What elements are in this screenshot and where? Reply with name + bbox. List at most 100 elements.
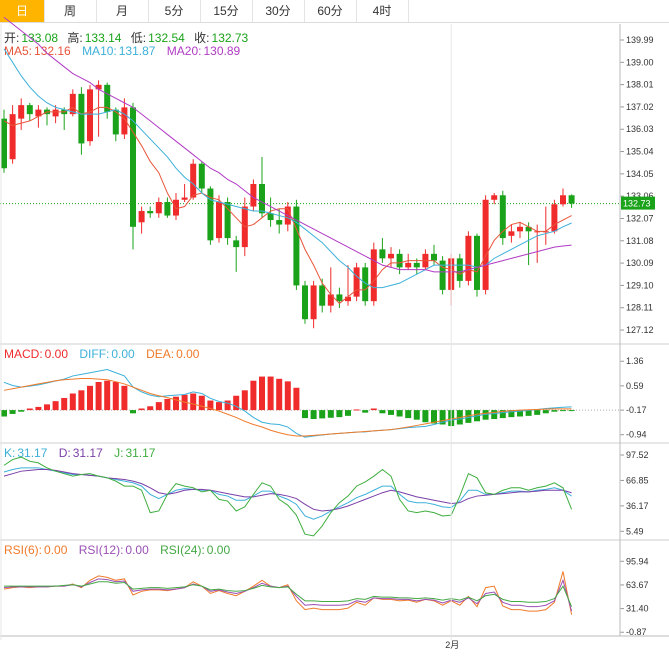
d-label: D: [58,446,71,460]
price-tick-label: 133.06 [626,191,654,201]
candle-body [69,93,76,115]
candle-body [112,109,119,135]
candle-body [267,213,274,221]
rsi-readout: RSI(6): 0.00 RSI(12): 0.00 RSI(24): 0.00 [4,543,232,557]
candle-body [302,285,308,320]
candle-body [276,220,283,225]
candle-body [336,294,343,302]
rsi6-line [3,571,573,615]
macd-bar [1,410,7,417]
macd-bar [18,410,25,412]
rsi6-value: 0.00 [44,543,68,557]
ma5-value: 132.16 [34,44,71,58]
macd-tick-label: -0.17 [626,405,647,415]
macd-bar [52,401,59,411]
macd-bar [216,402,222,411]
tab-3[interactable]: 5分 [148,0,201,22]
macd-readout: MACD: 0.00 DIFF: 0.00 DEA: 0.00 [4,347,201,361]
last-price-tag-text: 132.73 [623,199,651,209]
ma10-value: 131.87 [118,44,156,58]
candle-body [121,107,128,135]
candle-body [310,285,317,320]
macd-bar [353,409,360,411]
ma20-value: 130.89 [203,44,241,58]
price-tick-label: 129.10 [626,280,654,290]
candle-body [568,195,575,204]
tab-0[interactable]: 日 [0,0,45,22]
candle-body [216,202,222,239]
macd-bar [525,410,532,416]
macd-bar [87,385,93,411]
close-label: 收: [194,31,210,45]
tab-6[interactable]: 60分 [304,0,357,22]
candle-body [130,107,136,227]
candle-body [405,262,412,268]
tab-2[interactable]: 月 [96,0,149,22]
macd-bar [551,410,558,412]
candle-body [551,204,558,232]
dea-value: 0.00 [176,347,200,361]
macd-bar [35,406,42,411]
rsi24-value: 0.00 [206,543,231,557]
macd-bar [130,410,136,414]
candle-body [474,235,480,290]
tab-5[interactable]: 30分 [252,0,305,22]
macd-bar [104,380,111,411]
k-label: K: [4,446,16,460]
rsi24-label: RSI(24): [160,543,205,557]
macd-bar [534,410,541,415]
macd-bar [327,410,334,418]
candle-body [9,114,16,160]
candle-body [138,211,145,223]
price-tick-label: 138.01 [626,80,654,90]
price-tick-label: 137.02 [626,102,654,112]
candle-body [362,267,369,302]
candle-body [35,109,42,117]
candle-body [456,258,463,281]
kdj-tick-label: 97.52 [626,450,649,460]
macd-bar [482,410,489,420]
price-tick-label: 128.11 [626,303,653,313]
tab-1[interactable]: 周 [44,0,97,22]
j-label: J: [114,446,124,460]
candle-body [439,260,446,290]
candle-body [95,84,102,90]
rsi6-label: RSI(6): [4,543,43,557]
rsi12-label: RSI(12): [78,543,124,557]
tab-4[interactable]: 15分 [200,0,253,22]
price-tick-label: 127.12 [626,325,654,335]
candle-body [224,202,231,239]
macd-bar [370,408,377,411]
macd-bar [362,410,369,413]
candle-body [259,184,265,214]
macd-bar [302,410,308,419]
k-value: 31.17 [17,446,48,460]
macd-bar [422,410,429,423]
macd-bar [147,406,154,411]
macd-bar [388,410,394,415]
macd-bar [9,410,16,414]
candle-body [525,226,532,232]
diff-value: 0.00 [111,347,135,361]
candle-body [560,195,566,205]
dea-label: DEA: [146,347,175,361]
tab-7[interactable]: 4时 [356,0,409,22]
macd-bar [224,400,231,411]
candle-body [353,267,360,297]
macd-bar [310,410,317,420]
macd-bar [190,393,197,411]
macd-bar [568,410,575,412]
candle-body [396,253,403,268]
kdj-tick-label: 5.49 [626,526,644,536]
ma10-label: MA10: [82,44,117,58]
kdj-j-line [3,456,573,537]
kdj-readout: K: 31.17 D: 31.17 J: 31.17 [4,446,157,460]
macd-bar [198,395,205,411]
rsi12-line [3,578,573,612]
candle-body [87,89,93,142]
ma-readout: MA5: 132.16 MA10: 131.87 MA20: 130.89 [4,44,242,58]
candle-body [431,253,437,261]
macd-bar [233,395,240,411]
macd-bar [413,410,420,420]
